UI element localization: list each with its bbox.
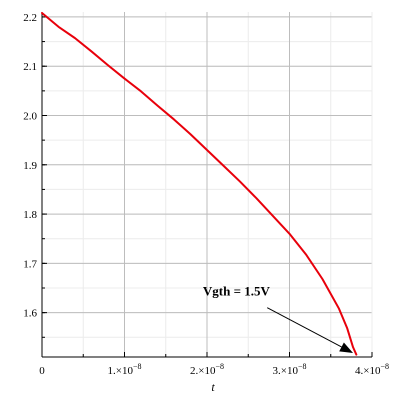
y-tick-label: 1.9 <box>23 160 37 172</box>
annotation-arrow-head <box>339 342 354 354</box>
y-tick-label: 2.1 <box>23 61 37 73</box>
x-tick-label: 2.×10−8 <box>190 362 224 377</box>
grid <box>41 12 373 357</box>
annotation-arrow-shaft <box>266 307 342 348</box>
annotation-label: Vgth = 1.5V <box>203 283 271 298</box>
y-tick-label: 2.2 <box>23 12 37 24</box>
annotation-group: Vgth = 1.5V <box>203 283 354 354</box>
y-tick-label: 1.6 <box>23 308 37 320</box>
series-line-0 <box>41 11 358 356</box>
series-group <box>41 11 358 356</box>
y-tick-label: 1.8 <box>23 209 37 221</box>
y-tick-label: 2.0 <box>23 111 37 123</box>
ticks: 0 1.×10−8 2.×10−8 3.×10−8 4.×10−8 1.6 1.7 1.8 1.… <box>23 12 389 377</box>
x-tick-label: 0 <box>39 365 45 377</box>
x-tick-label: 4.×10−8 <box>355 362 389 377</box>
x-tick-label: 3.×10−8 <box>273 362 307 377</box>
x-tick-label: 1.×10−8 <box>108 362 142 377</box>
y-tick-label: 1.7 <box>23 258 37 270</box>
x-axis-title: t <box>211 380 215 394</box>
